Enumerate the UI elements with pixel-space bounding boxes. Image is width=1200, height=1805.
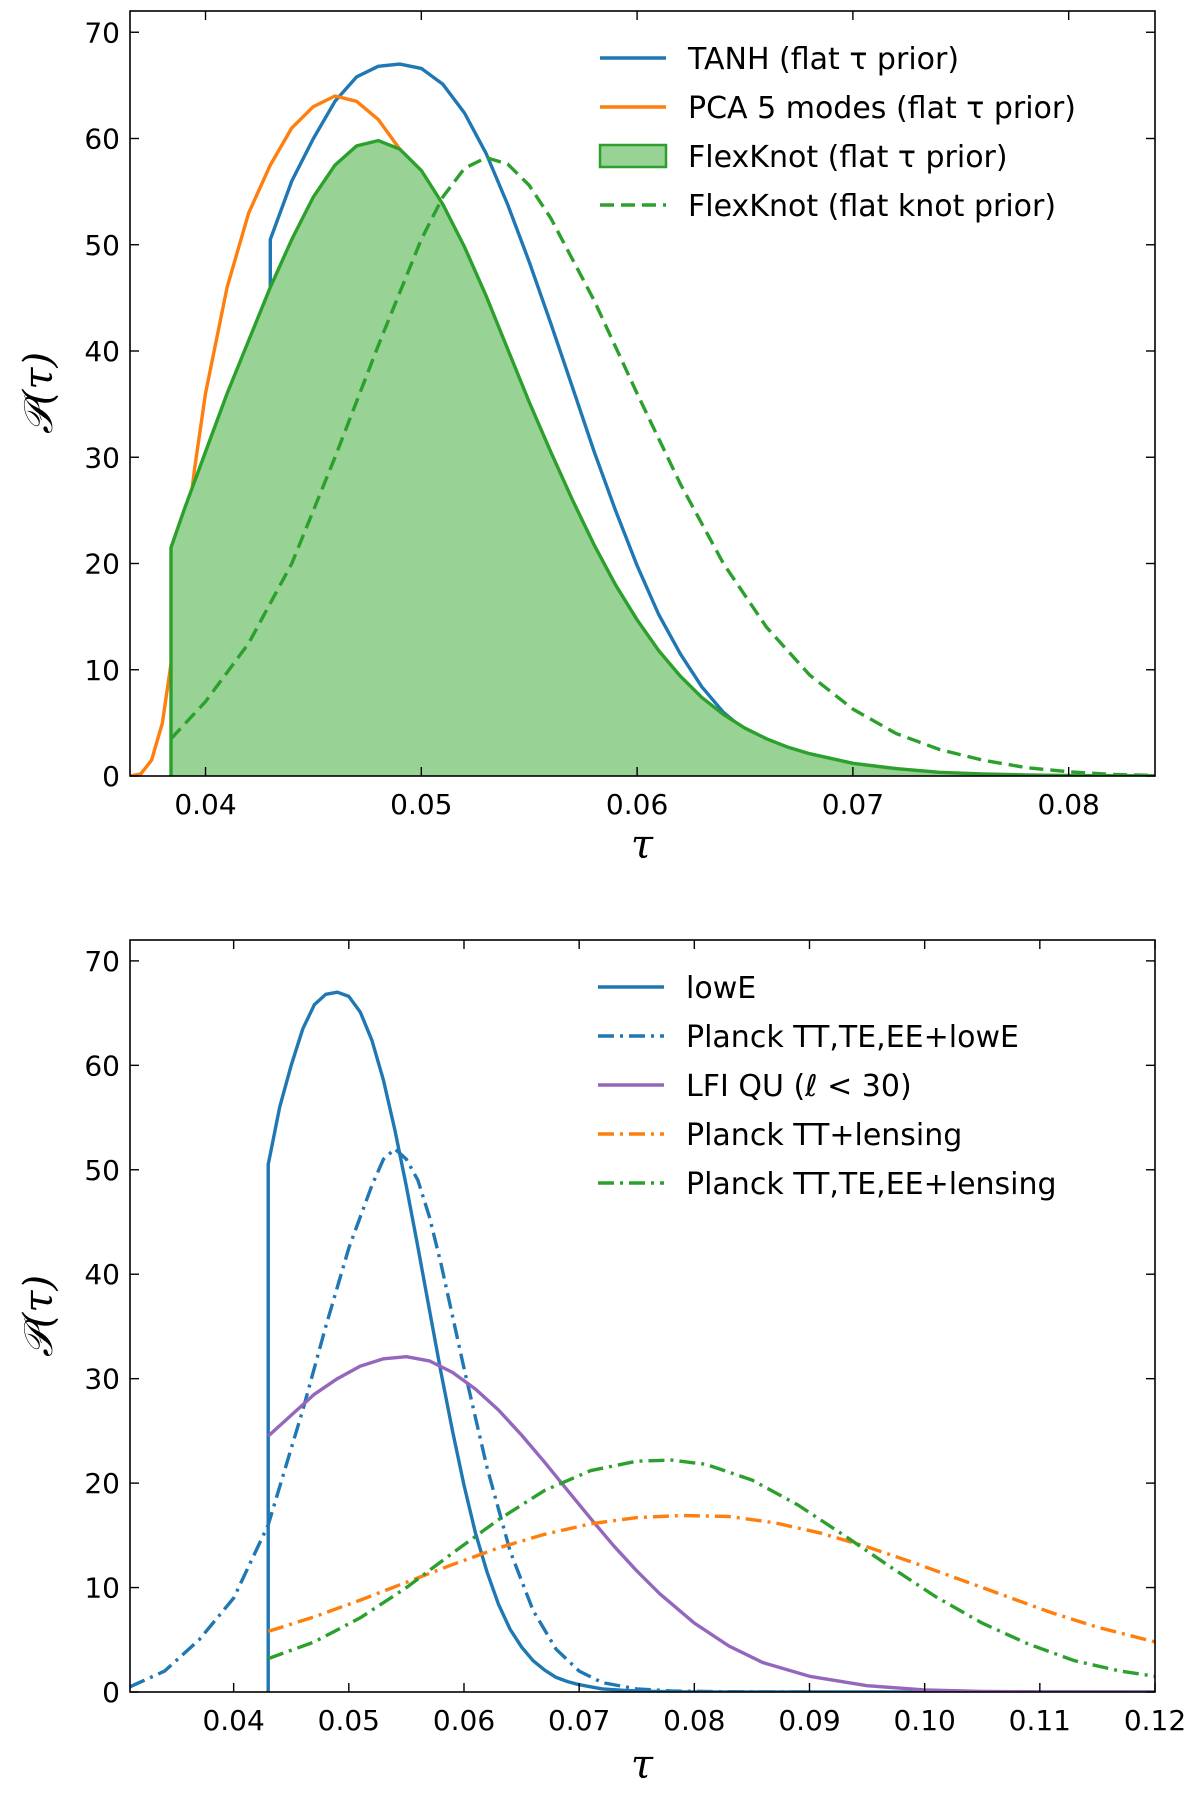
top-x-tick-label: 0.06	[606, 788, 668, 821]
bottom-y-tick-label: 40	[84, 1258, 120, 1291]
bottom-legend-label-2: LFI QU (ℓ < 30)	[686, 1069, 912, 1104]
bottom-ticks: 0.04 0.05 0.06 0.07 0.08 0.09 0.10 0.11 0.12 0 10 2…	[84, 940, 1186, 1737]
top-series-2-fill	[171, 140, 1155, 776]
bottom-y-tick-label: 20	[84, 1467, 120, 1500]
bottom-plot-area	[130, 990, 1155, 1692]
top-y-tick-label: 50	[84, 229, 120, 262]
bottom-series-4-line	[267, 1458, 1155, 1678]
bottom-y-tick-label: 70	[84, 945, 120, 978]
bottom-x-tick-label: 0.10	[893, 1704, 955, 1737]
top-x-tick-label: 0.05	[390, 788, 452, 821]
bottom-series-1-line	[130, 1147, 810, 1692]
top-plot-area	[130, 62, 1155, 776]
bottom-legend-label-0: lowE	[686, 971, 756, 1006]
top-x-tick-label: 0.07	[822, 788, 884, 821]
bottom-x-tick-label: 0.11	[1009, 1704, 1071, 1737]
bottom-legend-label-4: Planck TT,TE,EE+lensing	[686, 1167, 1057, 1202]
top-x-tick-label: 0.04	[174, 788, 236, 821]
top-y-tick-label: 60	[84, 123, 120, 156]
bottom-legend-label-3: Planck TT+lensing	[686, 1118, 962, 1153]
bottom-y-axis-label: 𝒫(τ)	[16, 1275, 62, 1357]
bottom-legend-label-1: Planck TT,TE,EE+lowE	[686, 1020, 1019, 1055]
bottom-x-tick-label: 0.09	[778, 1704, 840, 1737]
bottom-series-3-line	[267, 1513, 1155, 1644]
bottom-y-tick-label: 60	[84, 1049, 120, 1082]
top-ticks: 0.04 0.05 0.06 0.07 0.08 0 10 20 30 40 50 60 70	[84, 11, 1155, 821]
top-legend-label-0: TANH (flat τ prior)	[687, 42, 959, 77]
bottom-x-tick-label: 0.04	[202, 1704, 264, 1737]
top-panel: 0.04 0.05 0.06 0.07 0.08 0 10 20 30 40 50 60 70 TANH…	[16, 10, 1156, 868]
bottom-x-tick-label: 0.07	[548, 1704, 610, 1737]
top-x-axis-label: τ	[631, 822, 654, 868]
bottom-x-tick-label: 0.12	[1124, 1704, 1186, 1737]
top-legend-swatch-2	[598, 143, 668, 169]
top-y-tick-label: 0	[102, 760, 120, 793]
bottom-series-2-line	[267, 1355, 1155, 1692]
top-y-axis-label: 𝒫(τ)	[16, 352, 62, 434]
top-y-tick-label: 30	[84, 441, 120, 474]
bottom-legend: lowE Planck TT,TE,EE+lowE LFI QU (ℓ < 30) P…	[598, 971, 1057, 1202]
top-legend: TANH (flat τ prior) PCA 5 modes (flat τ p…	[598, 42, 1076, 224]
top-legend-label-2: FlexKnot (flat τ prior)	[688, 140, 1008, 175]
top-series-2-line	[169, 138, 1155, 776]
top-axes-frame	[129, 10, 1156, 777]
top-series-3-line	[169, 155, 1155, 776]
bottom-panel: 0.04 0.05 0.06 0.07 0.08 0.09 0.10 0.11 0.12 0 10 2…	[16, 939, 1186, 1788]
bottom-y-tick-label: 50	[84, 1154, 120, 1187]
top-legend-label-3: FlexKnot (flat knot prior)	[688, 189, 1056, 224]
bottom-y-tick-label: 10	[84, 1572, 120, 1605]
top-y-tick-label: 40	[84, 335, 120, 368]
bottom-y-tick-label: 30	[84, 1363, 120, 1396]
bottom-series-0-line	[266, 990, 1155, 1692]
bottom-x-tick-label: 0.08	[663, 1704, 725, 1737]
bottom-axes-frame	[129, 939, 1156, 1693]
top-x-tick-label: 0.08	[1038, 788, 1100, 821]
top-y-tick-label: 20	[84, 548, 120, 581]
bottom-x-tick-label: 0.05	[318, 1704, 380, 1737]
top-y-tick-label: 70	[84, 16, 120, 49]
bottom-y-tick-label: 0	[102, 1676, 120, 1709]
bottom-x-tick-label: 0.06	[433, 1704, 495, 1737]
top-legend-label-1: PCA 5 modes (flat τ prior)	[688, 91, 1076, 126]
bottom-x-axis-label: τ	[631, 1742, 654, 1788]
top-y-tick-label: 10	[84, 654, 120, 687]
